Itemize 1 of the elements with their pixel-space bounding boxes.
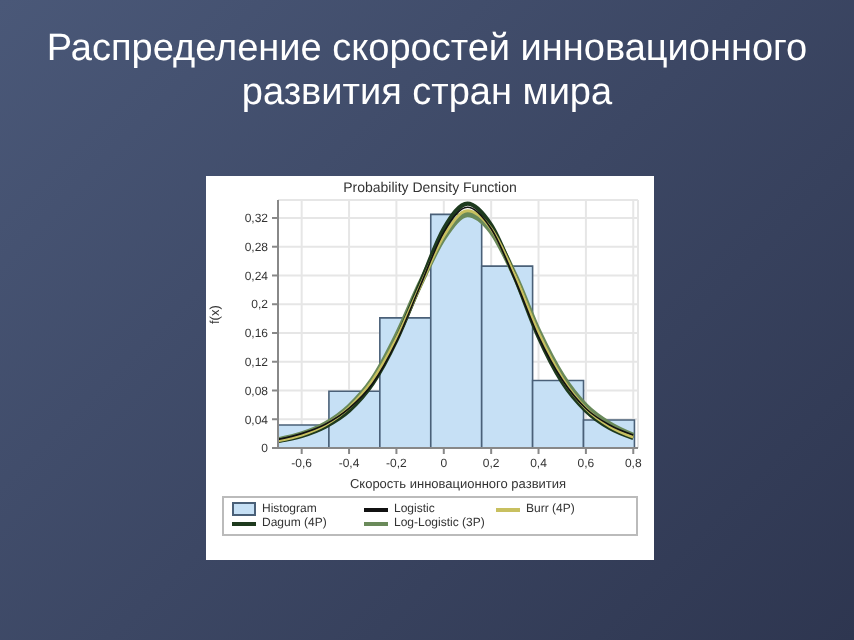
chart-title: Распределение скоростей инновационного развития стран мира (44, 28, 810, 116)
